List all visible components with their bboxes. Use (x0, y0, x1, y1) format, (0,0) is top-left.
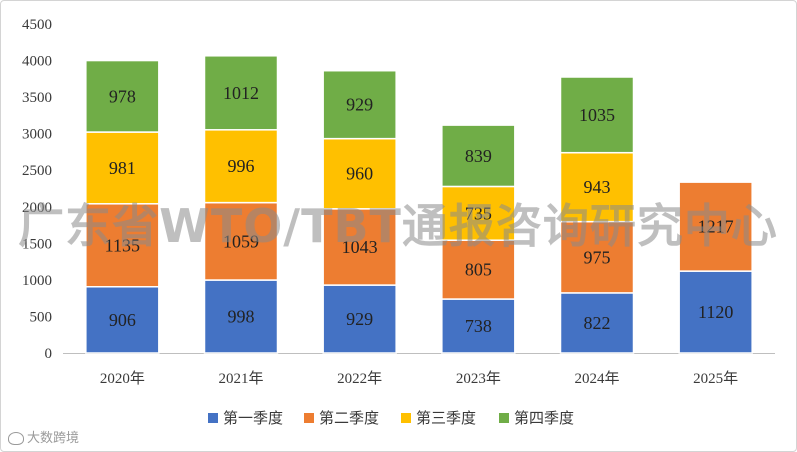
data-label: 839 (465, 146, 492, 166)
legend-label: 第四季度 (514, 409, 574, 427)
bar-segment-q1 (559, 292, 635, 354)
data-label: 929 (346, 309, 373, 329)
bar-segment-q1 (678, 270, 753, 354)
bar-segment-q4 (85, 59, 160, 133)
bar-segment-q3 (441, 185, 516, 241)
data-label: 981 (109, 158, 136, 178)
data-label: 960 (346, 164, 373, 184)
data-label: 906 (109, 310, 136, 330)
x-tick-label: 2024年 (574, 370, 619, 387)
bar-segment-q3 (559, 151, 635, 223)
corner-mark: 大数跨境 (8, 427, 79, 446)
y-tick-label: 4500 (22, 17, 52, 33)
legend-swatch-q1 (208, 413, 218, 423)
y-tick-label: 0 (45, 346, 53, 362)
data-label: 1120 (698, 302, 733, 322)
bar-segment-q2 (203, 201, 279, 281)
y-tick-label: 2500 (22, 163, 52, 179)
y-tick-label: 500 (30, 309, 53, 325)
corner-text: 大数跨境 (27, 431, 80, 446)
data-label: 1059 (223, 231, 259, 251)
data-label: 1035 (579, 105, 615, 125)
legend-label: 第一季度 (223, 409, 283, 427)
data-label: 998 (228, 307, 255, 327)
data-label: 978 (109, 86, 136, 106)
data-label: 975 (584, 247, 611, 267)
legend-swatch-q3 (401, 413, 411, 423)
bar-segment-q1 (203, 279, 279, 354)
watermark-text: 广东省WTO/TBT通报咨询研究中心 (18, 199, 778, 253)
x-tick-label: 2025年 (693, 370, 738, 387)
legend-swatch-q4 (499, 413, 509, 423)
legend-label: 第二季度 (319, 409, 379, 427)
data-label: 735 (465, 203, 492, 223)
bar-segment-q2 (322, 208, 397, 286)
legend-swatch-q2 (304, 413, 314, 423)
bar-segment-q2 (441, 239, 516, 300)
bar-segment-q4 (559, 76, 635, 154)
bar-segment-q2 (85, 203, 160, 288)
data-label: 929 (346, 95, 373, 115)
brand-logo-icon (8, 432, 24, 445)
data-label: 1135 (105, 235, 140, 255)
bar-segment-q1 (441, 298, 516, 354)
y-tick-label: 3000 (22, 127, 52, 143)
bar-segment-q3 (203, 129, 279, 204)
y-tick-label: 4000 (22, 54, 52, 70)
x-tick-label: 2020年 (100, 370, 145, 387)
data-label: 805 (465, 260, 492, 280)
x-tick-label: 2023年 (456, 370, 501, 387)
data-label: 1012 (223, 83, 259, 103)
bar-segment-q2 (678, 181, 753, 272)
bar-segment-q4 (322, 69, 397, 140)
bar-segment-q4 (203, 55, 279, 131)
y-tick-label: 1000 (22, 273, 52, 289)
data-label: 1217 (698, 217, 734, 237)
data-label: 822 (584, 313, 611, 333)
legend-label: 第三季度 (416, 409, 476, 427)
x-tick-label: 2021年 (218, 370, 263, 387)
data-label: 738 (465, 316, 492, 336)
data-label: 996 (228, 156, 255, 176)
x-tick-label: 2022年 (337, 370, 382, 387)
bar-segment-q2 (559, 220, 635, 294)
data-label: 943 (584, 177, 611, 197)
y-tick-label: 2000 (22, 200, 52, 216)
data-label: 1043 (342, 237, 378, 257)
y-tick-label: 3500 (22, 90, 52, 106)
y-tick-label: 1500 (22, 236, 52, 252)
bar-segment-q4 (441, 124, 516, 188)
bar-segment-q3 (322, 137, 397, 210)
